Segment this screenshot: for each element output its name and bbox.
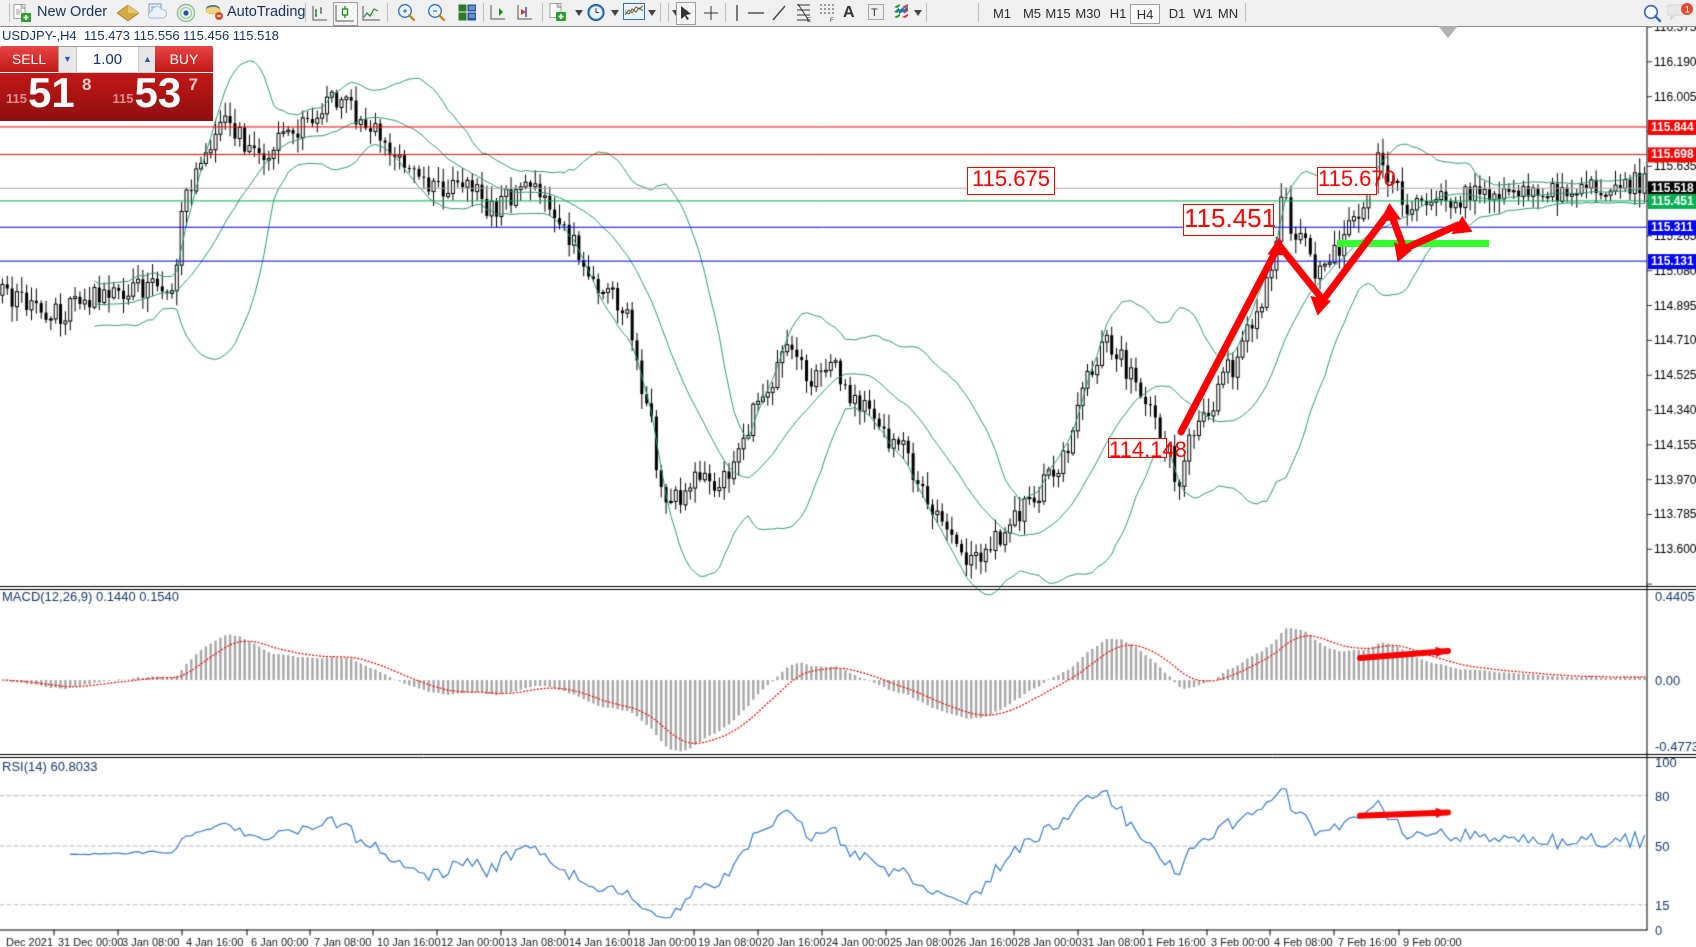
svg-text:T: T (871, 7, 878, 19)
svg-text:F: F (830, 18, 834, 23)
svg-text:1: 1 (1685, 4, 1690, 15)
svg-text:E: E (807, 18, 811, 23)
